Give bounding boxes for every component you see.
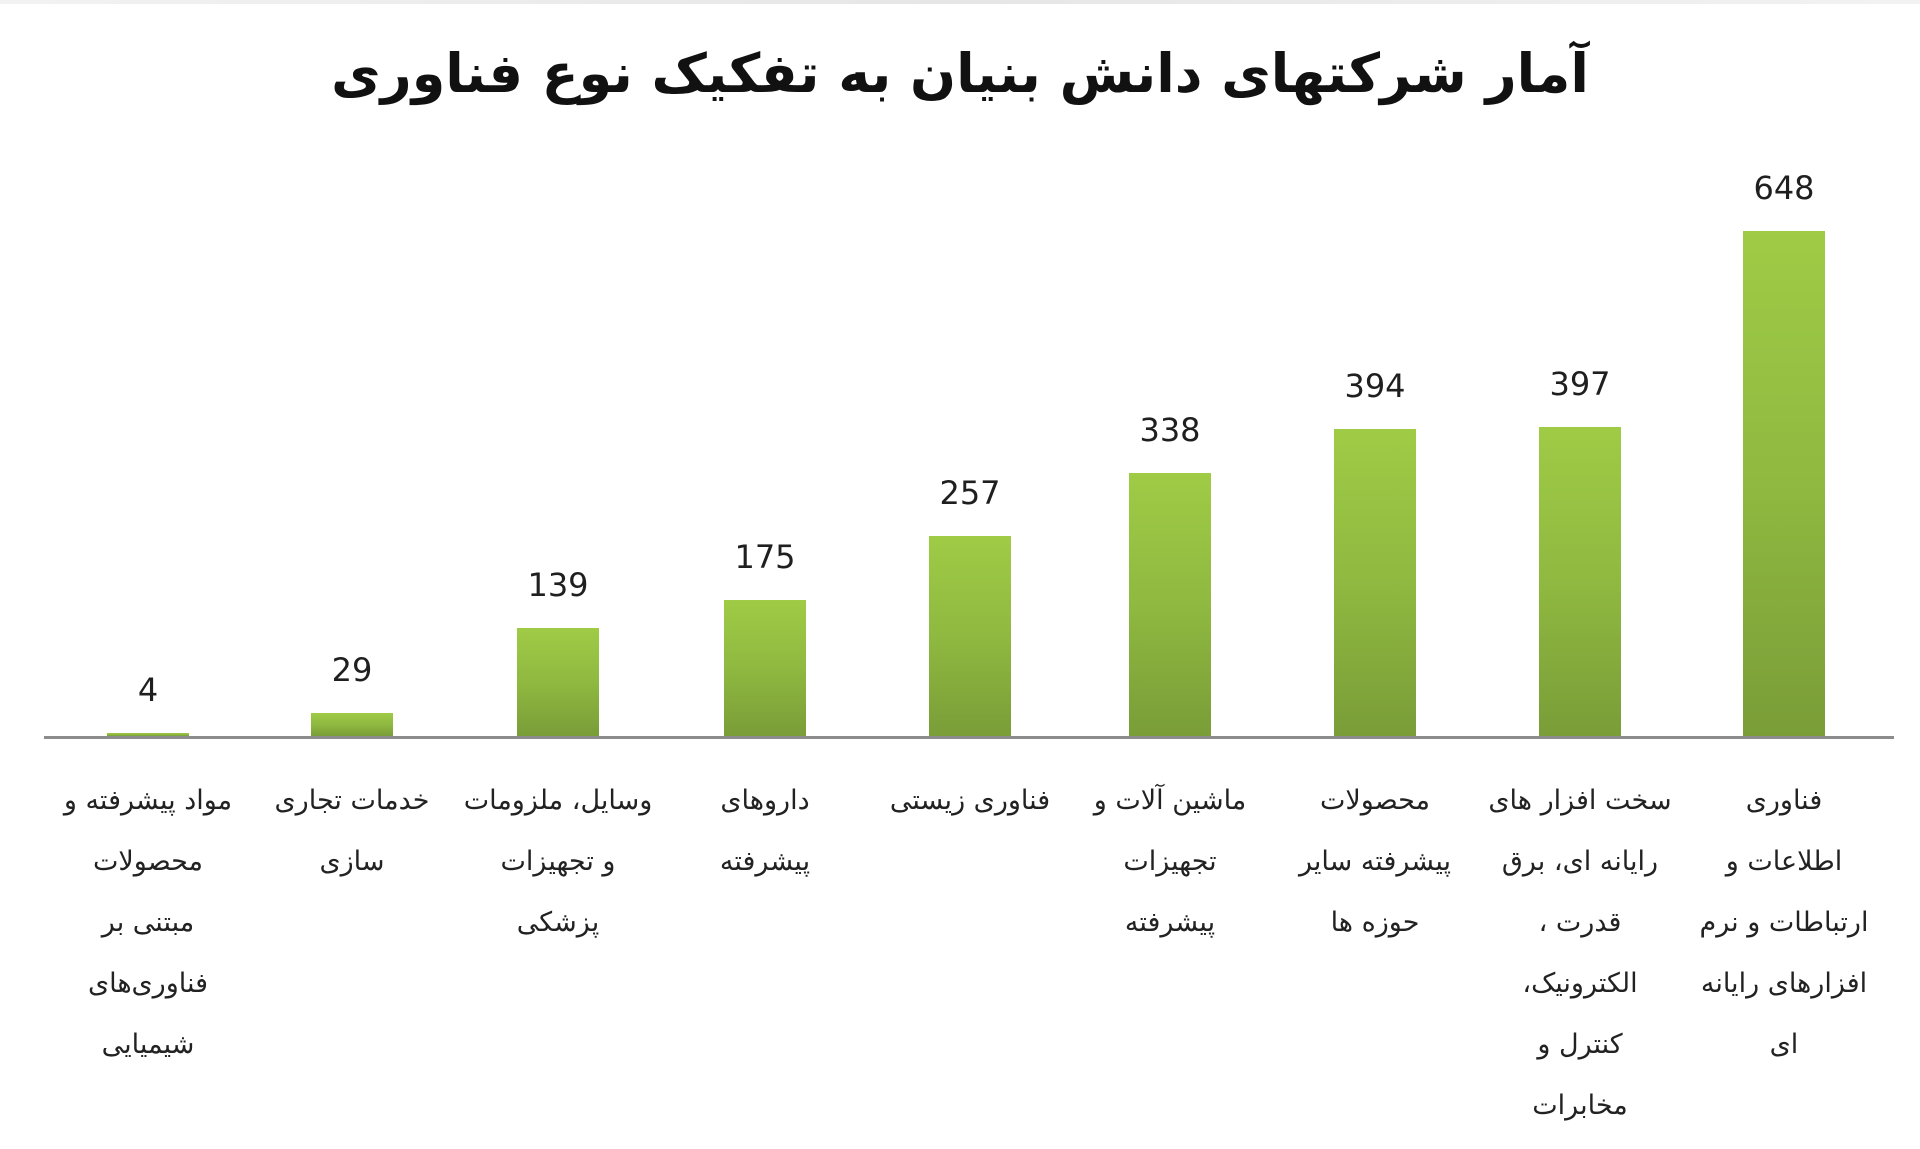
category-label-line: داروهای (720, 785, 810, 816)
category-label-line: پیشرفته سایر (1298, 846, 1452, 877)
data-label: 648 (1753, 169, 1815, 207)
category-label-line: محصولات (92, 846, 204, 877)
category-label-line: رایانه ای، برق (1501, 846, 1659, 877)
top-border (0, 0, 1920, 4)
category-label: سخت افزار های رایانه ای، برق قدرت ، الکترون… (1480, 770, 1680, 1136)
category-label: فناوری اطلاعات و ارتباطات و نرم افزارهای را… (1684, 770, 1884, 1075)
bar (517, 628, 599, 736)
bar (724, 600, 806, 736)
data-label: 394 (1344, 367, 1406, 405)
data-label: 4 (137, 671, 159, 709)
category-label-line: قدرت ، (1538, 907, 1622, 938)
bar (1129, 473, 1211, 736)
category-label-line: مخابرات (1532, 1090, 1628, 1121)
category-label-line: تجهیزات (1123, 846, 1217, 877)
category-label-line: افزارهای رایانه (1700, 968, 1868, 999)
category-label: خدمات تجاری سازی (252, 770, 452, 892)
category-label-line: ماشین آلات و (1093, 785, 1247, 816)
category-label-line: فناوری زیستی (889, 785, 1051, 816)
category-label-line: مبتنی بر (101, 907, 195, 938)
category-label-line: اطلاعات و (1725, 846, 1843, 877)
category-label: مواد پیشرفته و محصولات مبتنی بر فناوری‌های ش… (48, 770, 248, 1075)
x-axis-line (44, 736, 1894, 739)
category-label-line: وسایل، ملزومات (463, 785, 653, 816)
bar (107, 733, 189, 736)
category-label: داروهای پیشرفته (665, 770, 865, 892)
category-label-line: شیمیایی (101, 1029, 195, 1060)
bar (1539, 427, 1621, 736)
category-label-line: سازی (319, 846, 385, 877)
data-label: 338 (1139, 411, 1201, 449)
category-label-line: کنترل و (1537, 1029, 1623, 1060)
bar (929, 536, 1011, 736)
category-label-line: سخت افزار های (1488, 785, 1672, 816)
category-label: وسایل، ملزومات و تجهیزات پزشکی (458, 770, 658, 953)
bar (1334, 429, 1416, 736)
bar (1743, 231, 1825, 736)
category-label-line: و تجهیزات (500, 846, 616, 877)
data-label: 397 (1549, 365, 1611, 403)
category-label-line: ای (1769, 1029, 1799, 1060)
category-label-line: الکترونیک، (1522, 968, 1638, 999)
bar (311, 713, 393, 736)
category-label-line: پزشکی (516, 907, 600, 938)
data-label: 175 (734, 538, 796, 576)
category-label-line: حوزه ها (1330, 907, 1420, 938)
category-label: محصولات پیشرفته سایر حوزه ها (1275, 770, 1475, 953)
category-label-line: محصولات (1319, 785, 1431, 816)
category-label-line: مواد پیشرفته و (63, 785, 233, 816)
data-label: 139 (527, 566, 589, 604)
chart-title: آمار شرکتهای دانش بنیان به تفکیک نوع فنا… (331, 42, 1590, 105)
category-label: ماشین آلات و تجهیزات پیشرفته (1070, 770, 1270, 953)
data-label: 29 (331, 651, 373, 689)
category-label-line: پیشرفته (719, 846, 811, 877)
category-label: فناوری زیستی (870, 770, 1070, 831)
category-label-line: فناوری‌های (87, 968, 209, 999)
category-label-line: فناوری (1745, 785, 1823, 816)
data-label: 257 (939, 474, 1001, 512)
category-label-line: پیشرفته (1124, 907, 1216, 938)
category-label-line: ارتباطات و نرم (1699, 907, 1869, 938)
category-label-line: خدمات تجاری (274, 785, 430, 816)
